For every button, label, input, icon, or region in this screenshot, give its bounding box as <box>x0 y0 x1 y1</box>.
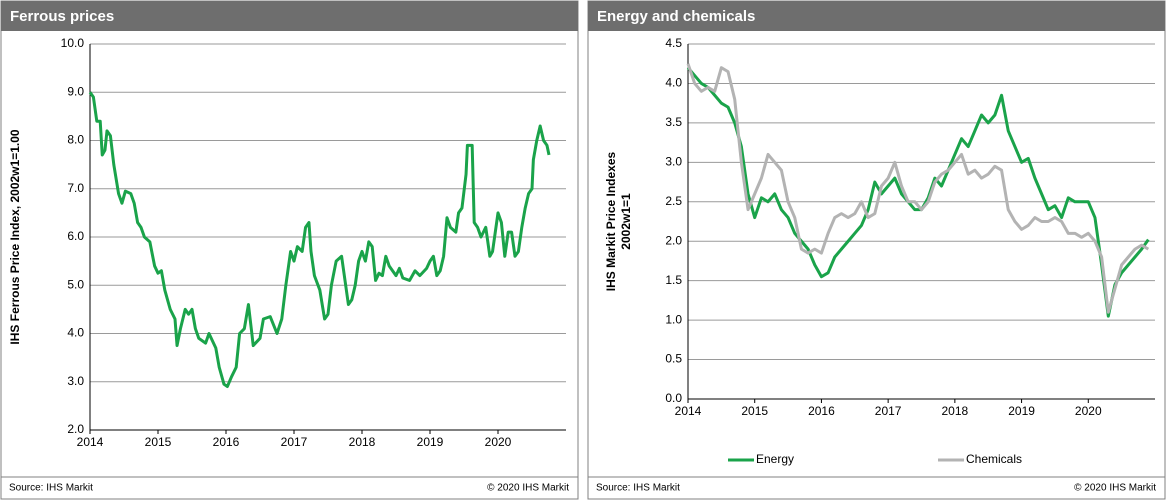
x-tick-label: 2020 <box>485 435 512 449</box>
x-tick-label: 2015 <box>741 404 768 418</box>
y-tick-label: 9.0 <box>67 84 84 98</box>
x-tick-label: 2016 <box>808 404 835 418</box>
y-tick-label: 2.0 <box>665 233 682 247</box>
copyright: © 2020 IHS Markit <box>1074 483 1156 494</box>
x-tick-label: 2019 <box>1008 404 1035 418</box>
x-tick-label: 2018 <box>349 435 376 449</box>
y-tick-label: 4.5 <box>665 36 682 50</box>
y-tick-label: 7.0 <box>67 181 84 195</box>
source: Source: IHS Markit <box>596 483 680 494</box>
y-tick-label: 4.0 <box>665 76 682 90</box>
x-tick-label: 2016 <box>213 435 240 449</box>
data-line <box>88 91 551 389</box>
y-tick-label: 3.5 <box>665 115 682 129</box>
chart-title: Energy and chemicals <box>597 8 755 25</box>
y-tick-label: 1.0 <box>665 312 682 326</box>
y-tick-label: 4.0 <box>67 326 84 340</box>
data-line <box>686 63 1150 314</box>
x-tick-label: 2014 <box>675 404 702 418</box>
x-tick-label: 2017 <box>875 404 902 418</box>
y-tick-label: 2.5 <box>665 194 682 208</box>
copyright: © 2020 IHS Markit <box>487 483 569 494</box>
y-tick-label: 6.0 <box>67 229 84 243</box>
x-tick-label: 2018 <box>942 404 969 418</box>
x-tick-label: 2015 <box>145 435 172 449</box>
x-tick-label: 2019 <box>417 435 444 449</box>
y-tick-label: 8.0 <box>67 133 84 147</box>
legend-label: Energy <box>756 452 794 466</box>
y-tick-label: 0.5 <box>665 352 682 366</box>
y-tick-label: 2.0 <box>67 422 84 436</box>
x-tick-label: 2020 <box>1075 404 1102 418</box>
chart-title: Ferrous prices <box>10 8 114 25</box>
y-tick-label: 3.0 <box>67 374 84 388</box>
y-axis-label: 2002w1=1 <box>619 193 633 250</box>
y-tick-label: 0.0 <box>665 391 682 405</box>
y-tick-label: 3.0 <box>665 155 682 169</box>
y-tick-label: 5.0 <box>67 277 84 291</box>
panel <box>587 0 1166 500</box>
y-axis-label: IHS Ferrous Price Index, 2002w1=1.00 <box>8 129 22 344</box>
data-line <box>686 66 1150 318</box>
x-tick-label: 2017 <box>281 435 308 449</box>
panel-header <box>588 1 1165 31</box>
legend-label: Chemicals <box>966 452 1022 466</box>
y-tick-label: 10.0 <box>61 36 85 50</box>
y-tick-label: 1.5 <box>665 273 682 287</box>
panel <box>0 0 579 500</box>
panel-header <box>1 1 578 31</box>
y-axis-label: IHS Markit Price Indexes <box>604 151 618 291</box>
x-tick-label: 2014 <box>77 435 104 449</box>
source: Source: IHS Markit <box>9 483 93 494</box>
